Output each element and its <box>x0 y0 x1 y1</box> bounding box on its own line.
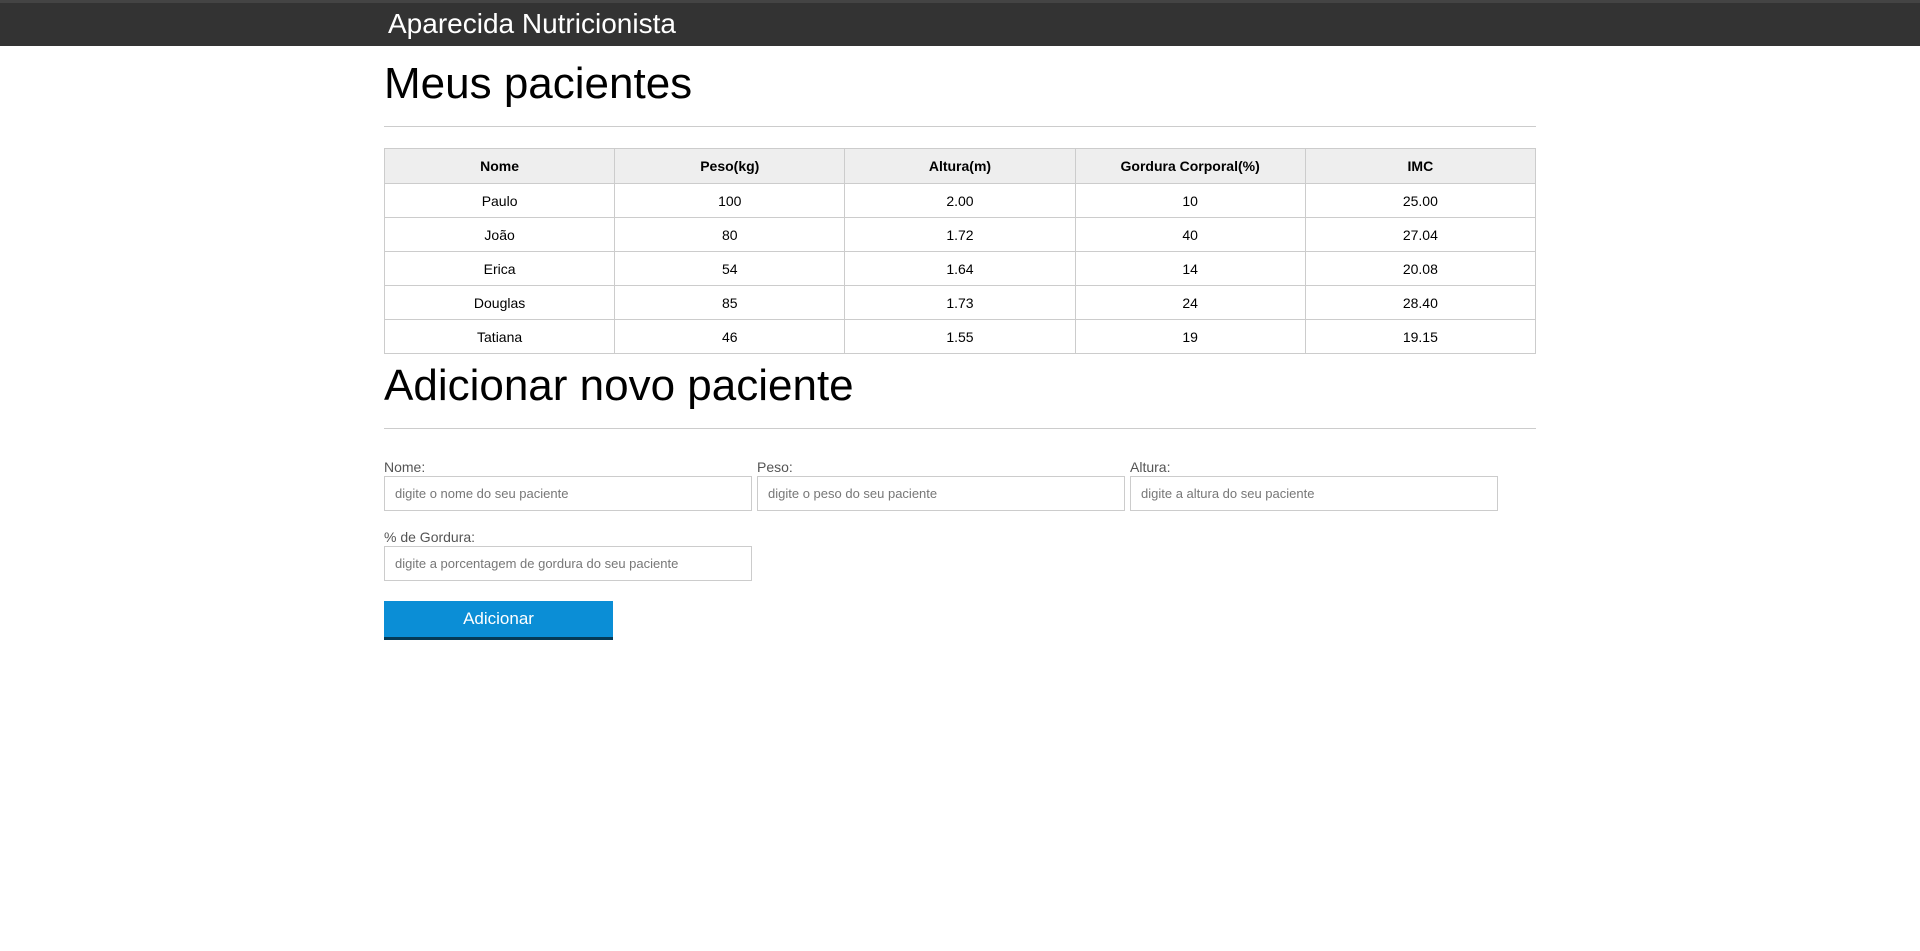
table-cell: 19 <box>1074 319 1306 354</box>
table-cell: 10 <box>1074 183 1306 218</box>
table-cell: 1.55 <box>844 319 1076 354</box>
altura-label: Altura: <box>1130 459 1171 475</box>
table-row: Erica 54 1.64 14 20.08 <box>383 251 1537 286</box>
table-cell: Paulo <box>383 183 616 218</box>
divider <box>384 126 1536 127</box>
table-cell: 27.04 <box>1304 217 1537 252</box>
table-cell: 25.00 <box>1304 183 1537 218</box>
field-gordura: % de Gordura: <box>384 529 752 581</box>
gordura-label: % de Gordura: <box>384 529 476 545</box>
peso-input[interactable] <box>757 476 1125 511</box>
table-cell: 100 <box>614 183 846 218</box>
table-cell: 2.00 <box>844 183 1076 218</box>
table-cell: Erica <box>383 251 616 286</box>
altura-input[interactable] <box>1130 476 1498 511</box>
table-row: Tatiana 46 1.55 19 19.15 <box>383 319 1537 354</box>
table-row: Paulo 100 2.00 10 25.00 <box>383 183 1537 218</box>
patients-table: Nome Peso(kg) Altura(m) Gordura Corporal(%)… <box>383 148 1537 354</box>
table-row: Douglas 85 1.73 24 28.40 <box>383 285 1537 320</box>
column-header: Nome <box>383 148 616 184</box>
divider <box>384 428 1536 429</box>
column-header: Peso(kg) <box>614 148 846 184</box>
table-cell: 80 <box>614 217 846 252</box>
table-cell: João <box>383 217 616 252</box>
table-cell: 14 <box>1074 251 1306 286</box>
table-cell: 54 <box>614 251 846 286</box>
field-altura: Altura: <box>1130 459 1498 511</box>
table-cell: Douglas <box>383 285 616 320</box>
column-header: Gordura Corporal(%) <box>1074 148 1306 184</box>
page-title: Meus pacientes <box>384 59 693 108</box>
add-patient-form: Nome: Peso: Altura: % de Gordura: Adicio… <box>384 459 1536 640</box>
table-row: João 80 1.72 40 27.04 <box>383 217 1537 252</box>
table-cell: 40 <box>1074 217 1306 252</box>
table-cell: 46 <box>614 319 846 354</box>
form-title: Adicionar novo paciente <box>384 361 854 410</box>
table-cell: 1.72 <box>844 217 1076 252</box>
peso-label: Peso: <box>757 459 793 475</box>
field-peso: Peso: <box>757 459 1125 511</box>
field-nome: Nome: <box>384 459 752 511</box>
table-cell: 20.08 <box>1304 251 1537 286</box>
table-cell: 19.15 <box>1304 319 1537 354</box>
table-cell: 85 <box>614 285 846 320</box>
add-patient-button[interactable]: Adicionar <box>384 601 613 640</box>
column-header: Altura(m) <box>844 148 1076 184</box>
table-cell: 28.40 <box>1304 285 1537 320</box>
table-cell: 24 <box>1074 285 1306 320</box>
gordura-input[interactable] <box>384 546 752 581</box>
top-bar: Aparecida Nutricionista <box>0 0 1920 46</box>
table-cell: Tatiana <box>383 319 616 354</box>
nome-input[interactable] <box>384 476 752 511</box>
table-cell: 1.73 <box>844 285 1076 320</box>
main-content: Meus pacientes Nome Peso(kg) Altura(m) Gord… <box>383 56 1537 640</box>
table-cell: 1.64 <box>844 251 1076 286</box>
nome-label: Nome: <box>384 459 426 475</box>
column-header: IMC <box>1304 148 1537 184</box>
brand-title: Aparecida Nutricionista <box>388 8 676 39</box>
